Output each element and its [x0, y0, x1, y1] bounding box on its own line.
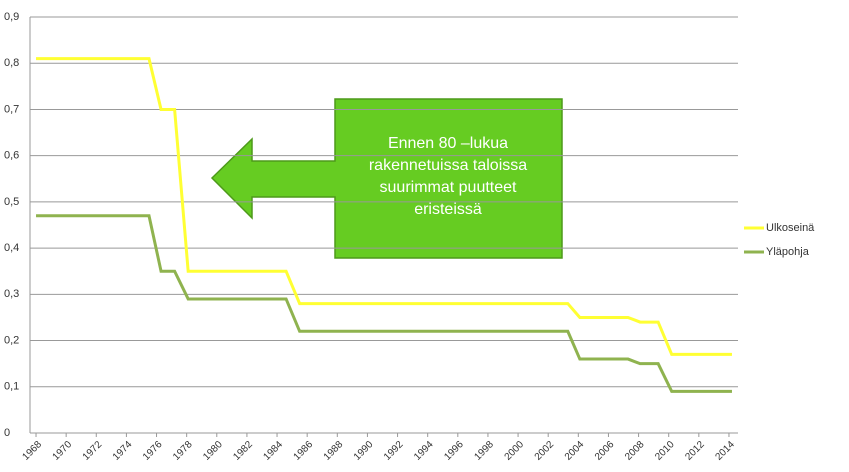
x-tick-label: 1978: [171, 439, 195, 463]
x-tick-label: 1976: [141, 439, 165, 463]
x-tick-label: 2008: [623, 439, 647, 463]
x-tick-label: 2000: [503, 439, 527, 463]
y-tick-label: 0,7: [4, 103, 19, 115]
x-tick-label: 1986: [292, 439, 316, 463]
x-tick-label: 2004: [563, 439, 587, 463]
x-tick-label: 1984: [262, 439, 286, 463]
y-tick-label: 0,3: [4, 288, 19, 300]
x-tick-label: 1982: [231, 439, 255, 463]
series-line: [36, 214, 732, 393]
y-tick-label: 0,5: [4, 196, 19, 208]
x-tick-label: 1998: [472, 439, 496, 463]
legend-label: Yläpohja: [766, 246, 810, 258]
y-tick-label: 0,4: [4, 242, 19, 254]
x-tick-label: 2012: [683, 439, 707, 463]
annotation-text: eristeissä: [414, 201, 482, 218]
x-tick-label: 1968: [21, 439, 45, 463]
x-tick-label: 1970: [51, 439, 75, 463]
y-tick-label: 0,1: [4, 381, 19, 393]
x-tick-label: 2014: [713, 439, 737, 463]
y-tick-label: 0,9: [4, 11, 19, 23]
x-tick-label: 1992: [382, 439, 406, 463]
x-tick-label: 1972: [81, 439, 105, 463]
x-tick-label: 2010: [653, 439, 677, 463]
annotation-text: rakennetuissa taloissa: [369, 157, 527, 174]
annotation-arrow: [210, 98, 563, 259]
y-tick-label: 0,2: [4, 334, 19, 346]
y-tick-label: 0,8: [4, 57, 19, 69]
x-tick-label: 2006: [593, 439, 617, 463]
x-tick-label: 1974: [111, 439, 135, 463]
legend-label: Ulkoseinä: [766, 222, 815, 234]
x-tick-label: 1996: [442, 439, 466, 463]
series-line: [36, 57, 732, 356]
x-tick-label: 2002: [533, 439, 557, 463]
annotation-text: Ennen 80 –lukua: [388, 135, 508, 152]
x-tick-label: 1988: [322, 439, 346, 463]
x-tick-label: 1994: [412, 439, 436, 463]
y-tick-label: 0: [4, 427, 10, 439]
annotation-text: suurimmat puutteet: [380, 179, 518, 196]
x-tick-label: 1990: [352, 439, 376, 463]
x-tick-label: 1980: [201, 439, 225, 463]
y-tick-label: 0,6: [4, 150, 19, 162]
